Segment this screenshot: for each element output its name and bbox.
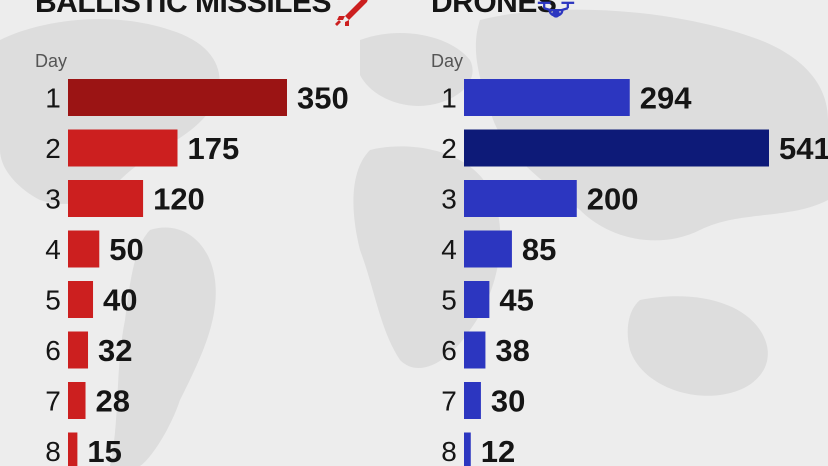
drones-value-label: 45 — [499, 283, 533, 318]
missiles-value-label: 15 — [87, 434, 121, 466]
drones-day-tick: 6 — [441, 335, 457, 366]
drones-value-label: 200 — [587, 182, 639, 217]
missiles-day-tick: 2 — [45, 133, 61, 164]
drones-value-label: 12 — [481, 434, 515, 466]
missiles-bar — [68, 331, 89, 369]
missiles-day-tick: 6 — [45, 335, 61, 366]
drones-day-tick: 2 — [441, 133, 457, 164]
drones-bar — [464, 79, 630, 116]
drones-bar — [464, 281, 490, 318]
missiles-value-label: 120 — [153, 182, 205, 217]
missiles-day-tick: 8 — [45, 436, 61, 466]
missiles-day-tick: 7 — [45, 386, 61, 417]
missiles-day-tick: 3 — [45, 184, 61, 215]
missiles-bar — [68, 281, 94, 318]
drones-bar — [464, 331, 486, 369]
drones-value-label: 85 — [522, 232, 556, 267]
missiles-bar — [68, 180, 144, 217]
drones-value-label: 294 — [640, 81, 692, 116]
missiles-day-tick: 1 — [45, 83, 61, 114]
missiles-chart-title: BALLISTIC MISSILES — [35, 0, 332, 19]
drones-bar — [464, 180, 577, 217]
drones-day-tick: 4 — [441, 234, 457, 265]
drones-day-tick: 1 — [441, 83, 457, 114]
missiles-value-label: 40 — [103, 283, 137, 318]
drones-day-tick: 5 — [441, 285, 457, 316]
drones-value-label: 30 — [491, 384, 525, 419]
drones-day-tick: 8 — [441, 436, 457, 466]
drones-bar-chart: 1 294 2 541 3 200 4 85 5 45 6 38 7 30 8 12 — [441, 79, 828, 466]
drones-bar — [464, 432, 471, 466]
drone-icon — [537, 1, 575, 18]
drones-panel: DRONES Day 1 294 2 541 3 200 4 85 5 45 6 38 7 30 8 12 — [396, 0, 828, 466]
drones-bar — [464, 230, 512, 268]
missiles-value-label: 32 — [98, 333, 132, 368]
drones-day-tick: 7 — [441, 386, 457, 417]
missiles-day-axis-label: Day — [35, 51, 68, 71]
drones-chart-title: DRONES — [431, 0, 557, 19]
drones-value-label: 541 — [779, 131, 828, 166]
missile-icon — [335, 0, 368, 26]
missiles-bar — [68, 79, 287, 116]
missiles-day-tick: 4 — [45, 234, 61, 265]
drones-bar — [464, 382, 481, 419]
drones-value-label: 38 — [495, 333, 529, 368]
missiles-bar — [68, 432, 78, 466]
drones-bar — [464, 129, 769, 167]
missiles-value-label: 350 — [297, 81, 349, 116]
drones-day-axis-label: Day — [431, 51, 464, 71]
missiles-value-label: 175 — [188, 131, 240, 166]
missiles-day-tick: 5 — [45, 285, 61, 316]
missiles-value-label: 28 — [96, 384, 130, 419]
missiles-bar — [68, 382, 86, 419]
missiles-bar — [68, 230, 100, 268]
missiles-bar-chart: 1 350 2 175 3 120 4 50 5 40 6 32 7 28 8 15 — [45, 79, 349, 466]
drones-day-tick: 3 — [441, 184, 457, 215]
missiles-bar — [68, 129, 178, 167]
missiles-panel: BALLISTIC MISSILES Day 1 350 2 175 3 120 4 50 5 4… — [35, 0, 368, 466]
missiles-value-label: 50 — [109, 232, 143, 267]
